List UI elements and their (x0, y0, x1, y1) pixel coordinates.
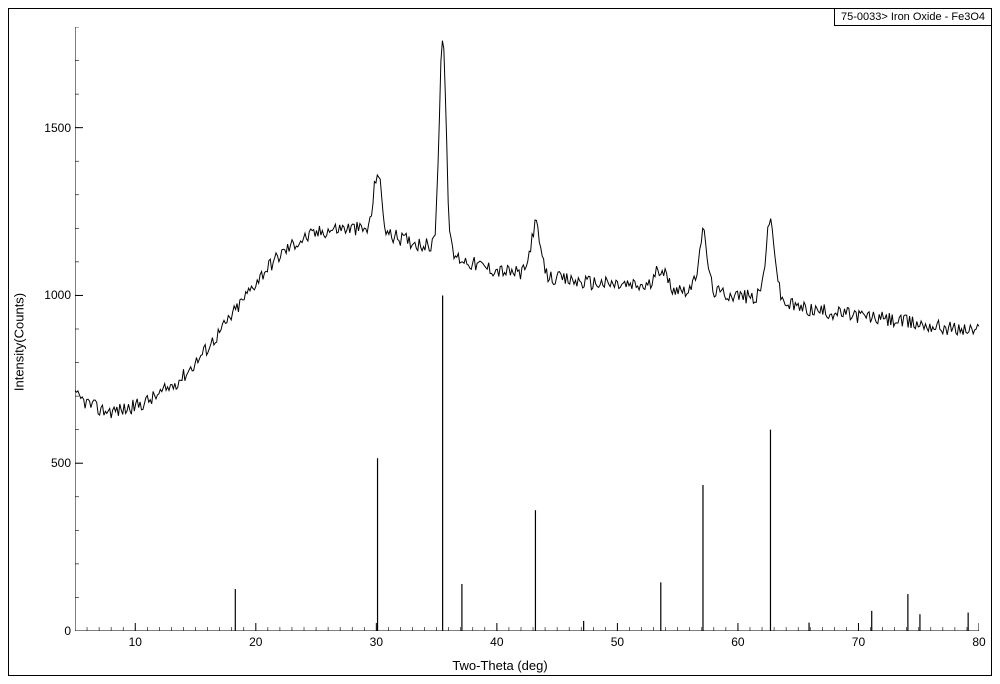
y-tick-label: 500 (51, 456, 71, 470)
x-tick-label: 70 (852, 635, 865, 649)
x-tick-label: 10 (129, 635, 142, 649)
x-tick-label: 50 (611, 635, 624, 649)
data-svg (75, 27, 979, 631)
x-tick-label: 20 (249, 635, 262, 649)
x-tick-label: 60 (731, 635, 744, 649)
y-tick-label: 0 (64, 624, 71, 638)
x-tick-label: 80 (972, 635, 985, 649)
chart-frame: 75-0033> Iron Oxide - Fe3O4 Intensity(Co… (8, 8, 992, 676)
legend: 75-0033> Iron Oxide - Fe3O4 (834, 9, 991, 26)
legend-text: 75-0033> Iron Oxide - Fe3O4 (841, 11, 985, 23)
x-tick-label: 30 (370, 635, 383, 649)
x-axis-label: Two-Theta (deg) (452, 658, 547, 673)
y-tick-label: 1000 (44, 288, 71, 302)
y-axis-label: Intensity(Counts) (12, 293, 27, 391)
plot-area (75, 27, 979, 631)
y-tick-label: 1500 (44, 121, 71, 135)
x-tick-label: 40 (490, 635, 503, 649)
